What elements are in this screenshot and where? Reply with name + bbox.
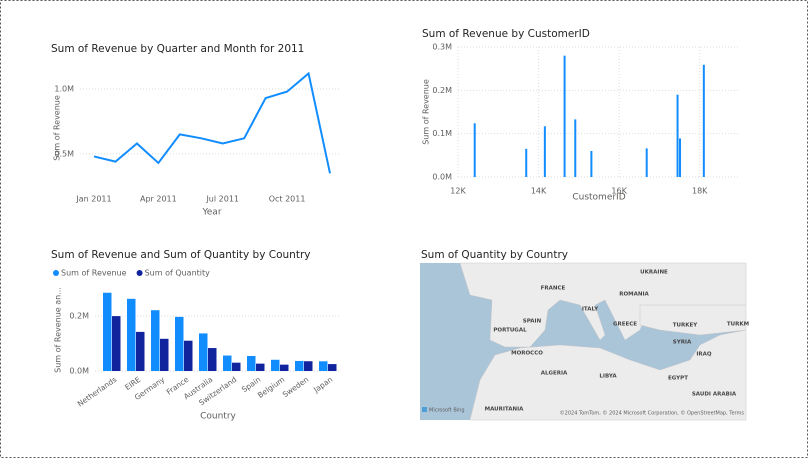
bar: [574, 119, 577, 177]
map-attribution: ©2024 TomTom, © 2024 Microsoft Corporati…: [560, 410, 745, 417]
map-label: MOROCCO: [511, 351, 543, 357]
bar: [160, 338, 169, 371]
map-label: PORTUGAL: [493, 328, 527, 334]
y-axis-title: Sum of Revenue an...: [54, 287, 63, 373]
bar: [199, 333, 208, 371]
line: [93, 71, 331, 174]
x-tick-label: Oct 2011: [269, 195, 306, 204]
y-tick-label: 0.2M: [69, 312, 89, 321]
map-label: LIBYA: [599, 374, 617, 380]
map-label: SPAIN: [523, 319, 542, 325]
chart-title: Sum of Quantity by Country: [421, 249, 568, 261]
x-tick-label: Jul 2011: [205, 195, 239, 204]
x-tick-label: Sweden: [281, 375, 311, 400]
chart-title: Sum of Revenue by CustomerID: [422, 28, 590, 40]
bar: [151, 310, 160, 371]
map-label: EGYPT: [668, 376, 688, 382]
bar: [232, 362, 241, 371]
map-label: SYRIA: [673, 340, 692, 346]
bar: [328, 364, 337, 371]
x-tick-label: 18K: [692, 187, 708, 196]
bar: [112, 316, 121, 371]
x-axis-title: Country: [200, 412, 236, 422]
y-axis-title: Sum of Revenue: [53, 95, 62, 161]
x-axis-title: Year: [201, 208, 221, 218]
legend-label: Sum of Quantity: [145, 269, 211, 278]
x-tick-label: Netherlands: [76, 375, 119, 409]
y-tick-label: 0.2M: [432, 86, 452, 95]
land: [469, 329, 747, 421]
bing-logo: [422, 407, 427, 412]
map-label: ALGERIA: [541, 371, 568, 377]
map-label: IRAQ: [696, 352, 712, 358]
bar: [645, 148, 648, 177]
bar: [223, 355, 232, 371]
bar: [256, 363, 265, 371]
y-tick-label: 0.1M: [432, 129, 452, 138]
bar: [136, 331, 145, 371]
x-tick-label: 12K: [450, 187, 466, 196]
x-tick-label: 16K: [611, 187, 627, 196]
y-tick-label: 0.5M: [54, 149, 74, 158]
y-axis-title: Sum of Revenue: [422, 79, 431, 145]
map: [420, 262, 747, 421]
bar: [280, 364, 289, 371]
map-label: TURKM: [727, 322, 749, 328]
chart-title: Sum of Revenue and Sum of Quantity by Co…: [51, 249, 311, 261]
chart-title: Sum of Revenue by Quarter and Month for …: [51, 43, 304, 55]
bar: [184, 340, 193, 371]
legend-marker: [136, 270, 143, 276]
legend-label: Sum of Revenue: [61, 269, 127, 278]
bar: [563, 55, 566, 177]
land: [639, 304, 747, 336]
bar: [319, 361, 328, 371]
bar: [473, 123, 476, 177]
x-axis-title: CustomerID: [572, 193, 625, 203]
y-tick-label: 0.3M: [432, 43, 452, 52]
x-tick-label: Belgium: [256, 375, 286, 400]
map-label: SAUDI ARABIA: [692, 392, 737, 398]
bar: [208, 348, 217, 371]
x-tick-label: Apr 2011: [140, 195, 177, 204]
bar: [127, 298, 136, 371]
bar: [103, 292, 112, 371]
bar: [676, 94, 679, 177]
y-tick-label: 0.0M: [432, 173, 452, 182]
x-tick-label: Japan: [311, 375, 334, 395]
bar: [525, 148, 528, 177]
legend-marker: [53, 270, 59, 276]
y-tick-label: 0.0M: [69, 367, 89, 376]
bar: [679, 138, 682, 177]
map-label: MAURITANIA: [485, 407, 525, 413]
map-label: FRANCE: [541, 286, 566, 292]
map-label: ROMANIA: [619, 292, 649, 298]
map-label: GREECE: [613, 322, 637, 328]
map-label: UKRAINE: [640, 270, 668, 276]
bar: [590, 151, 593, 177]
bar: [543, 126, 546, 177]
bar: [304, 361, 313, 371]
map-label: TURKEY: [673, 323, 698, 329]
map-label: ITALY: [582, 307, 599, 313]
bar: [295, 360, 304, 371]
bar: [271, 359, 280, 371]
bar: [175, 316, 184, 371]
bar: [247, 355, 256, 371]
x-tick-label: Jan 2011: [75, 195, 111, 204]
y-tick-label: 1.0M: [54, 85, 74, 94]
x-tick-label: 14K: [531, 187, 547, 196]
bar: [702, 64, 705, 177]
map-logo: Microsoft Bing: [429, 408, 465, 414]
